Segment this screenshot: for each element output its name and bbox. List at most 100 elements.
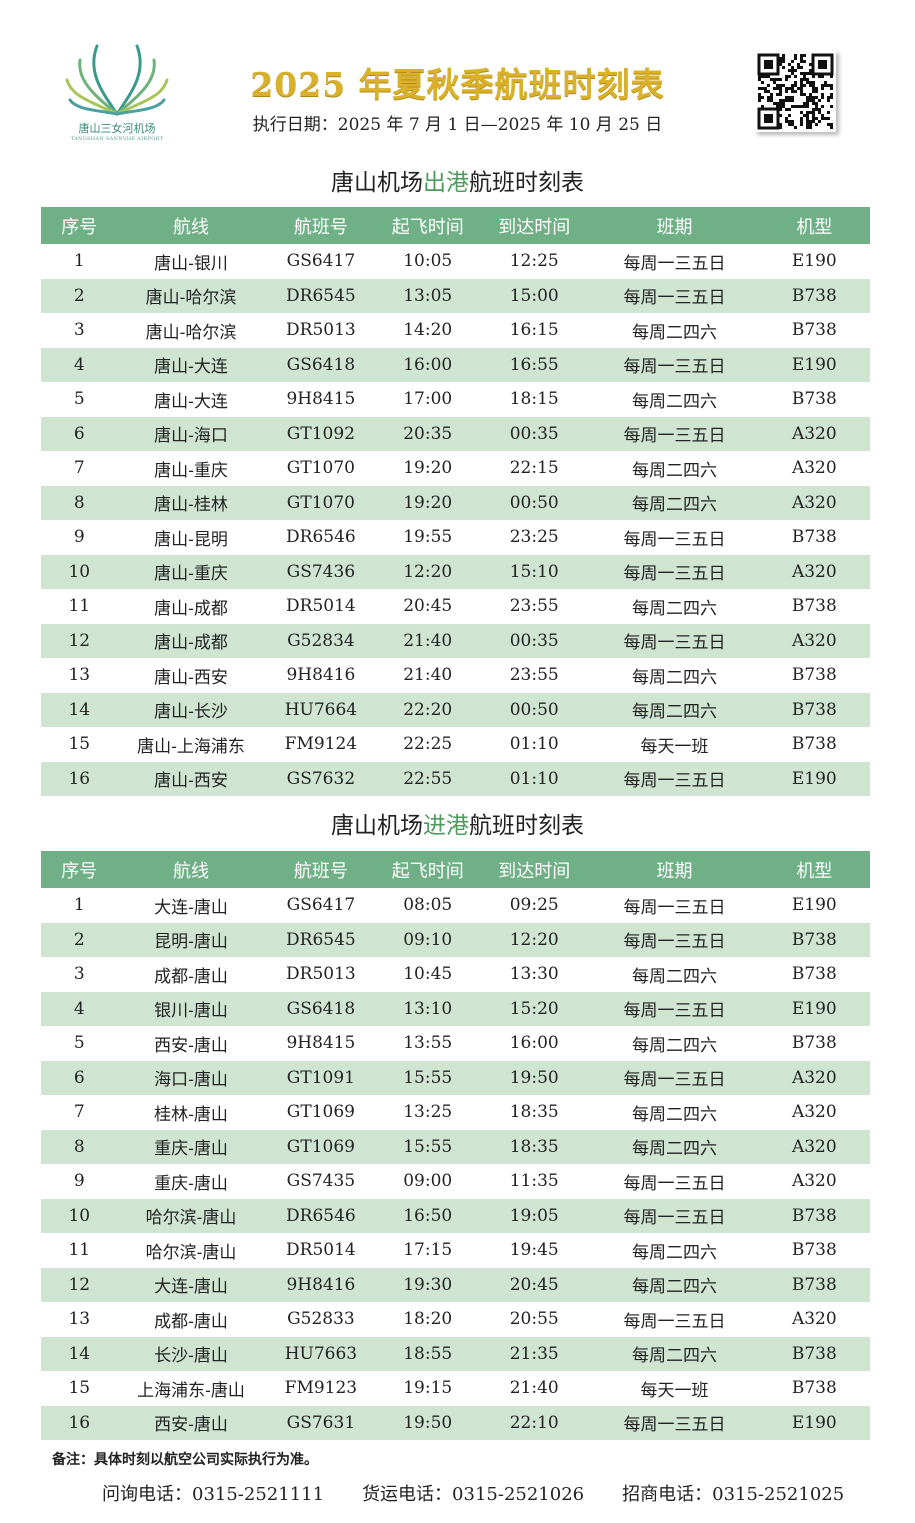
- contact-inquiry: 问询电话：0315-2521111: [102, 1484, 325, 1505]
- table-row: 11 哈尔滨-唐山 DR5014 17:15 19:45 每周二四六 B738: [41, 1233, 870, 1268]
- table-cell: 17:00: [403, 389, 453, 410]
- departures-title: 唐山机场出港航班时刻表: [0, 163, 915, 197]
- table-cell: 13:30: [509, 964, 559, 985]
- table-cell: 23:25: [509, 527, 559, 548]
- table-cell: 9H8415: [286, 1033, 356, 1054]
- table-cell: 唐山-成都: [154, 598, 228, 619]
- table-cell: 11: [68, 596, 91, 617]
- column-header: 起飞时间: [377, 851, 479, 888]
- table-cell: 22:10: [478, 1405, 591, 1440]
- table-cell: B738: [791, 596, 837, 617]
- table-row: 13 成都-唐山 G52833 18:20 20:55 每周一三五日 A320: [41, 1302, 870, 1337]
- table-cell: 21:40: [377, 623, 479, 658]
- table-cell: 23:55: [509, 596, 559, 617]
- table-cell: 16:50: [377, 1198, 479, 1233]
- table-cell: 昆明-唐山: [117, 922, 265, 957]
- table-cell: 14: [41, 1336, 118, 1371]
- table-cell: DR5014: [286, 596, 356, 617]
- table-cell: 15:00: [478, 278, 591, 313]
- table-cell: 唐山-重庆: [154, 460, 228, 481]
- table-cell: 22:20: [377, 692, 479, 727]
- contacts: 问询电话：0315-2521111 货运电话：0315-2521026 招商电话…: [102, 1480, 844, 1506]
- table-cell: B738: [758, 1198, 870, 1233]
- table-cell: 23:55: [509, 665, 559, 686]
- table-cell: GT1070: [286, 458, 355, 479]
- table-cell: 大连-唐山: [117, 1267, 265, 1302]
- table-cell: 唐山-哈尔滨: [117, 278, 265, 313]
- column-header: 到达时间: [478, 851, 591, 888]
- table-cell: FM9124: [284, 734, 358, 755]
- footnote: 备注：具体时刻以航空公司实际执行为准。: [52, 1452, 318, 1468]
- table-cell: DR6545: [264, 922, 378, 957]
- table-cell: B738: [791, 389, 837, 410]
- table-cell: 15:10: [478, 554, 591, 589]
- table-cell: 哈尔滨-唐山: [117, 1198, 265, 1233]
- table-cell: B738: [758, 692, 870, 727]
- table-cell: 16:55: [478, 347, 591, 382]
- table-cell: 14: [41, 692, 118, 727]
- table-cell: 银川-唐山: [117, 991, 265, 1026]
- table-cell: 11: [68, 1240, 91, 1261]
- table-cell: B738: [791, 1033, 837, 1054]
- table-cell: 15:55: [377, 1129, 479, 1164]
- table-cell: E190: [758, 347, 870, 382]
- column-header: 航班号: [264, 207, 378, 244]
- table-cell: 5: [73, 389, 85, 410]
- table-cell: 唐山-昆明: [154, 529, 228, 550]
- table-cell: 18:15: [509, 389, 559, 410]
- table-cell: 00:50: [478, 485, 591, 520]
- table-cell: 每周一三五日: [590, 991, 759, 1026]
- table-cell: 17:15: [403, 1240, 453, 1261]
- table-cell: 每周一三五日: [623, 253, 726, 274]
- table-cell: GT1092: [264, 416, 378, 451]
- table-cell: 每天一班: [640, 1380, 709, 1401]
- title-highlight: 出港: [423, 170, 469, 196]
- table-cell: 16: [41, 1405, 118, 1440]
- table-cell: 19:15: [403, 1378, 453, 1399]
- table-cell: GT1069: [286, 1102, 355, 1123]
- table-cell: 成都-唐山: [154, 1311, 228, 1332]
- table-cell: GS7436: [264, 554, 378, 589]
- table-cell: 长沙-唐山: [117, 1336, 265, 1371]
- table-cell: 每周一三五日: [590, 1405, 759, 1440]
- table-cell: 12:25: [509, 251, 559, 272]
- table-cell: 21:40: [403, 665, 453, 686]
- title-suffix: 航班时刻表: [469, 813, 584, 839]
- table-cell: 16:00: [377, 347, 479, 382]
- table-cell: 9: [73, 1171, 85, 1192]
- wings-logo-icon: [65, 44, 169, 116]
- table-cell: 每周一三五日: [623, 1173, 726, 1194]
- table-cell: 20:35: [377, 416, 479, 451]
- table-cell: 12:20: [478, 922, 591, 957]
- table-cell: GS7631: [264, 1405, 378, 1440]
- table-cell: A320: [791, 458, 837, 479]
- table-cell: 3: [73, 964, 85, 985]
- table-cell: G52834: [264, 623, 378, 658]
- table-cell: GT1091: [264, 1060, 378, 1095]
- table-cell: GS7435: [286, 1171, 356, 1192]
- table-cell: 每周二四六: [632, 1242, 718, 1263]
- effective-dates: 执行日期：2025 年 7 月 1 日—2025 年 10 月 25 日: [252, 115, 663, 135]
- table-cell: 每周一三五日: [590, 347, 759, 382]
- table-cell: GS6418: [264, 991, 378, 1026]
- table-row: 7 桂林-唐山 GT1069 13:25 18:35 每周二四六 A320: [41, 1095, 870, 1130]
- table-cell: HU7663: [264, 1336, 378, 1371]
- table-cell: 11:35: [509, 1171, 559, 1192]
- table-cell: 20:45: [478, 1267, 591, 1302]
- table-cell: 15:20: [478, 991, 591, 1026]
- table-cell: 2: [41, 278, 118, 313]
- table-cell: B738: [791, 964, 837, 985]
- logo-english: TANGSHAN SANNVHE AIRPORT: [70, 136, 164, 142]
- table-cell: 每周二四六: [632, 966, 718, 987]
- table-cell: 2: [41, 922, 118, 957]
- table-cell: 唐山-桂林: [117, 485, 265, 520]
- table-cell: 12: [41, 623, 118, 658]
- table-row: 11 唐山-成都 DR5014 20:45 23:55 每周二四六 B738: [41, 589, 870, 624]
- table-row: 9 重庆-唐山 GS7435 09:00 11:35 每周一三五日 A320: [41, 1164, 870, 1199]
- table-row: 14 长沙-唐山 HU7663 18:55 21:35 每周二四六 B738: [41, 1336, 870, 1371]
- table-cell: 每周一三五日: [590, 1198, 759, 1233]
- table-row: 8 唐山-桂林 GT1070 19:20 00:50 每周二四六 A320: [41, 485, 870, 520]
- column-header: 航线: [117, 851, 265, 888]
- title-prefix: 唐山机场: [331, 813, 423, 839]
- table-cell: B738: [758, 1267, 870, 1302]
